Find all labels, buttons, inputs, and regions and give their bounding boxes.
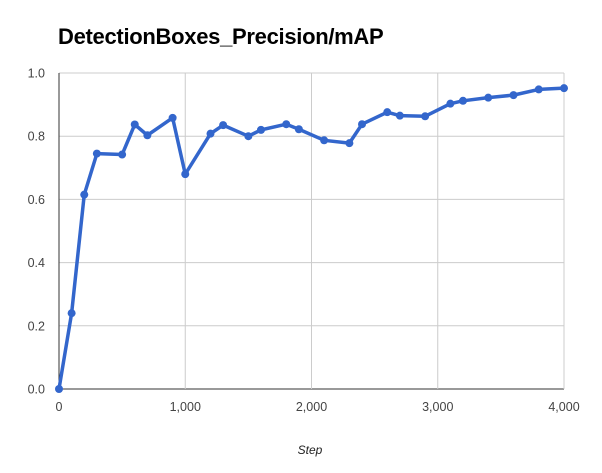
x-axis-ticks: 0 1,000 2,000 3,000 4,000 — [56, 400, 580, 414]
data-point — [421, 112, 430, 121]
data-point — [118, 150, 127, 159]
data-point — [130, 120, 139, 129]
data-point — [80, 190, 89, 199]
data-point — [143, 131, 152, 140]
x-tick-label: 3,000 — [422, 400, 453, 414]
y-tick-label: 1.0 — [28, 67, 45, 81]
y-tick-label: 0.6 — [28, 193, 45, 207]
data-point — [55, 385, 63, 393]
data-point — [92, 149, 101, 158]
data-point — [345, 139, 354, 148]
data-point — [509, 91, 518, 100]
x-tick-label: 4,000 — [548, 400, 579, 414]
data-point — [244, 132, 253, 141]
data-point — [282, 120, 291, 129]
chart-title: DetectionBoxes_Precision/mAP — [58, 24, 384, 49]
y-tick-label: 0.0 — [28, 383, 45, 397]
data-point — [446, 99, 455, 108]
data-point — [181, 170, 190, 179]
chart-gridlines — [58, 72, 565, 390]
x-axis-label: Step — [297, 443, 323, 457]
series-points — [55, 84, 568, 393]
data-point — [67, 309, 76, 318]
data-point — [395, 111, 404, 120]
x-tick-label: 0 — [56, 400, 63, 414]
x-tick-label: 1,000 — [170, 400, 201, 414]
data-point — [534, 85, 543, 94]
data-point — [206, 129, 215, 138]
data-point — [383, 108, 392, 117]
y-tick-label: 0.2 — [28, 319, 45, 333]
data-point — [320, 136, 329, 145]
data-point — [168, 113, 177, 122]
data-point — [484, 93, 493, 102]
y-tick-label: 0.8 — [28, 130, 45, 144]
data-point — [358, 120, 366, 129]
data-point — [560, 84, 568, 93]
y-tick-label: 0.4 — [28, 256, 45, 270]
x-axis-label-container: Step — [0, 443, 602, 457]
data-point — [257, 125, 265, 134]
x-tick-label: 2,000 — [296, 400, 327, 414]
y-axis-ticks: 0.0 0.2 0.4 0.6 0.8 1.0 — [28, 67, 45, 397]
data-point — [219, 121, 228, 130]
data-point — [294, 125, 303, 134]
data-point — [459, 96, 467, 105]
